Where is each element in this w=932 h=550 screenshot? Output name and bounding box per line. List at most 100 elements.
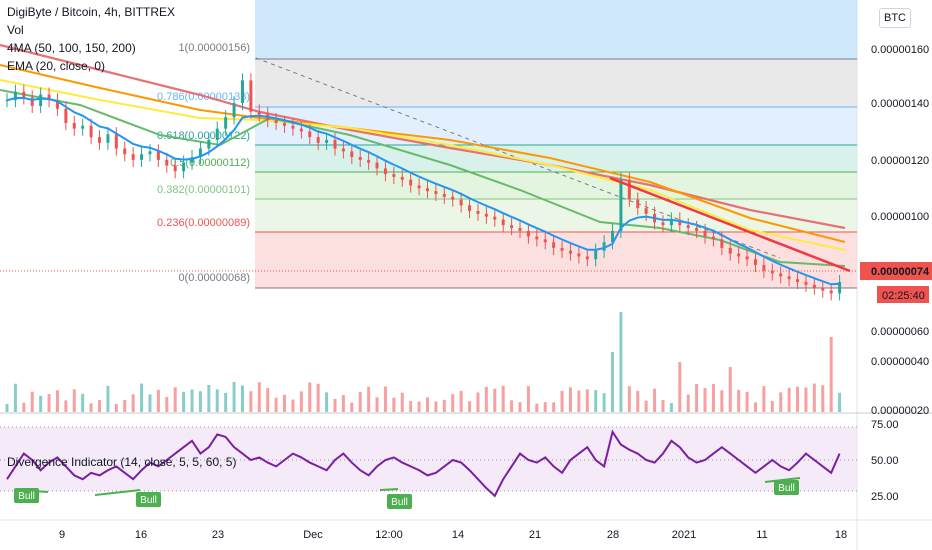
volume-bar [72,389,76,412]
volume-bar [686,394,690,412]
candle-body [711,236,715,240]
price-tick-0: 0.00000160 [871,44,929,56]
countdown-tag [877,286,929,303]
volume-bar [240,385,244,412]
candle-body [594,250,598,260]
volume-bar [257,382,261,412]
candle-body [106,134,110,143]
volume-bar [400,392,404,412]
volume-bar [442,399,446,412]
ma-label: 4MA (50, 100, 150, 200) [7,41,136,55]
volume-bar [737,389,741,412]
candle-body [283,122,287,126]
volume-bar [762,386,766,412]
volume-bar [711,384,715,412]
volume-bar [644,400,648,412]
bull-label-3: Bull [778,483,795,494]
fib-zone-1 [255,59,857,107]
ma100-line [0,79,846,251]
volume-bar [215,389,219,412]
volume-bar [232,382,236,412]
volume-bar [728,367,732,412]
volume-bar [821,385,825,412]
volume-bar [123,399,127,412]
volume-bar [64,400,68,412]
rsi-line [6,429,841,498]
bull-badge-0 [14,488,39,503]
volume-bar [451,394,455,412]
candle-body [383,168,387,175]
candle-body [114,134,118,149]
candle-body [535,236,539,240]
volume-bar [703,388,707,412]
volume-bar [383,386,387,412]
volume-bar [720,390,724,412]
price-tick-6: 0.00000040 [871,356,929,368]
candle-body [501,219,505,226]
x-tick-8: 2021 [672,529,696,541]
volume-bar [81,393,85,412]
candle-body [627,179,631,200]
fib-label-4: 0.382(0.00000101) [157,184,250,196]
x-tick-3: Dec [303,529,323,541]
rsi-tick-2: 25.00 [871,491,899,503]
volume-bar [140,383,144,412]
ma150-line [0,64,846,243]
candle-body [417,185,421,189]
fib-zone-2 [255,107,857,145]
volume-bar [459,390,463,412]
volume-bar [13,383,17,412]
fib-zone-0 [255,0,857,59]
x-tick-1: 16 [135,529,147,541]
volume-bar [283,394,287,412]
volume-bar [779,392,783,412]
volume-bar [653,388,657,412]
volume-bar [417,401,421,412]
candle-body [804,282,808,285]
candle-body [611,230,615,243]
volume-bar [804,387,808,412]
candle-body [745,256,749,260]
volume-bar [190,389,194,412]
volume-bar [585,389,589,412]
volume-bar [812,383,816,412]
currency-button[interactable]: BTC [879,8,911,28]
candle-body [720,239,724,248]
candle-body [434,191,438,194]
candle-body [812,284,816,288]
volume-bar [98,400,102,412]
candle-body [560,247,564,251]
volume-bar [375,397,379,412]
candle-body [148,151,152,155]
volume-bar [392,397,396,412]
candle-body [451,196,455,200]
candle-body [459,199,463,206]
volume-bar [266,388,270,412]
candle-body [98,137,102,143]
price-tick-5: 0.00000060 [871,326,929,338]
bull-badge-1 [136,492,161,507]
candle-body [779,273,783,277]
volume-bar [333,398,337,412]
candle-body [89,125,93,138]
candle-body [392,174,396,177]
candle-body [552,242,556,248]
candle-body [821,287,825,291]
price-tick-3: 0.00000100 [871,211,929,223]
volume-bar [518,402,522,412]
candle-body [636,199,640,209]
bull-badge-3 [774,480,799,495]
volume-bar [535,403,539,412]
candle-body [703,230,707,237]
candle-body [568,250,572,254]
candle-body [257,111,261,115]
volume-bar [695,383,699,412]
candle-body [400,176,404,180]
volume-bar [510,400,514,412]
fib-label-0: 1(0.00000156) [178,42,250,54]
candle-body [308,131,312,138]
volume-bar [156,389,160,412]
bull-label-1: Bull [140,495,157,506]
volume-bar [627,386,631,412]
